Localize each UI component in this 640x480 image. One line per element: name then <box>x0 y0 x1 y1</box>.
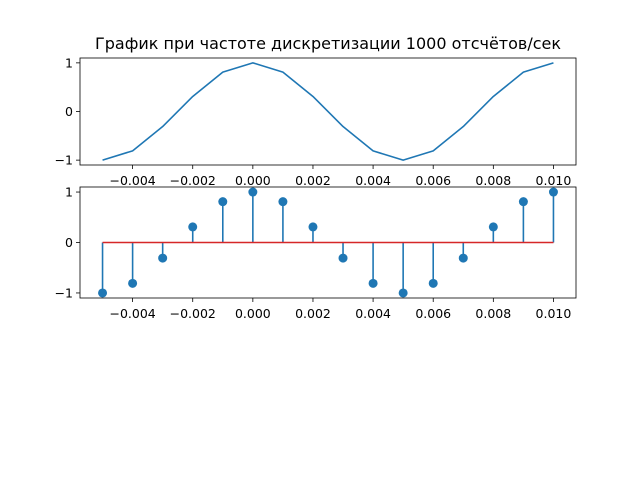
line-chart-ytick-label: 0 <box>65 104 73 119</box>
stem-marker <box>158 253 168 263</box>
stem-marker <box>488 222 498 232</box>
series-line <box>102 62 554 161</box>
stem-chart-ytick-label: 1 <box>65 185 73 200</box>
stem-chart-ytick-label: −1 <box>55 285 73 300</box>
line-chart-xtick-label: 0.002 <box>295 173 331 188</box>
stem-marker <box>368 278 378 288</box>
stem-chart-frame <box>79 186 577 299</box>
stem-marker <box>338 253 348 263</box>
stem-chart-xtick-label: 0.004 <box>355 306 391 321</box>
stem-chart-xtick-label: 0.002 <box>295 306 331 321</box>
chart-title: График при частоте дискретизации 1000 от… <box>95 34 561 53</box>
stem-marker <box>518 197 528 207</box>
stem-marker <box>398 288 408 298</box>
stem-marker <box>188 222 198 232</box>
stem-marker <box>248 187 258 197</box>
line-chart-ytick-label: 1 <box>65 55 73 70</box>
stem-chart-ytick-label: 0 <box>65 235 73 250</box>
line-chart-xtick-label: 0.008 <box>475 173 511 188</box>
stem-marker <box>278 197 288 207</box>
stem-marker <box>548 187 558 197</box>
stem-chart-xtick-label: 0.000 <box>235 306 271 321</box>
stem-marker <box>308 222 318 232</box>
stem-chart-xtick-label: 0.010 <box>536 306 572 321</box>
line-chart-frame <box>79 57 577 166</box>
stem-marker <box>98 288 108 298</box>
line-chart-xtick-label: 0.006 <box>415 173 451 188</box>
stem-marker <box>128 278 138 288</box>
stem-chart: −1 0 1 −0.004 −0.002 0.000 0.002 0.004 0.006 0.0… <box>55 185 577 321</box>
stem-chart-xtick-label: −0.004 <box>109 306 155 321</box>
stem-chart-xtick-label: 0.008 <box>475 306 511 321</box>
line-chart: −1 0 1 −0.004 −0.002 0.000 0.002 0.004 0.006 0.0… <box>55 55 577 188</box>
stem-marker <box>458 253 468 263</box>
line-chart-xtick-label: 0.004 <box>355 173 391 188</box>
line-chart-xtick-label: −0.002 <box>170 173 216 188</box>
line-chart-xtick-label: −0.004 <box>109 173 155 188</box>
line-chart-xtick-label: 0.000 <box>235 173 271 188</box>
line-chart-ytick-label: −1 <box>55 153 73 168</box>
stem-marker <box>218 197 228 207</box>
line-chart-xtick-label: 0.010 <box>536 173 572 188</box>
stem-marker <box>428 278 438 288</box>
stem-chart-xtick-label: 0.006 <box>415 306 451 321</box>
stem-chart-xtick-label: −0.002 <box>170 306 216 321</box>
